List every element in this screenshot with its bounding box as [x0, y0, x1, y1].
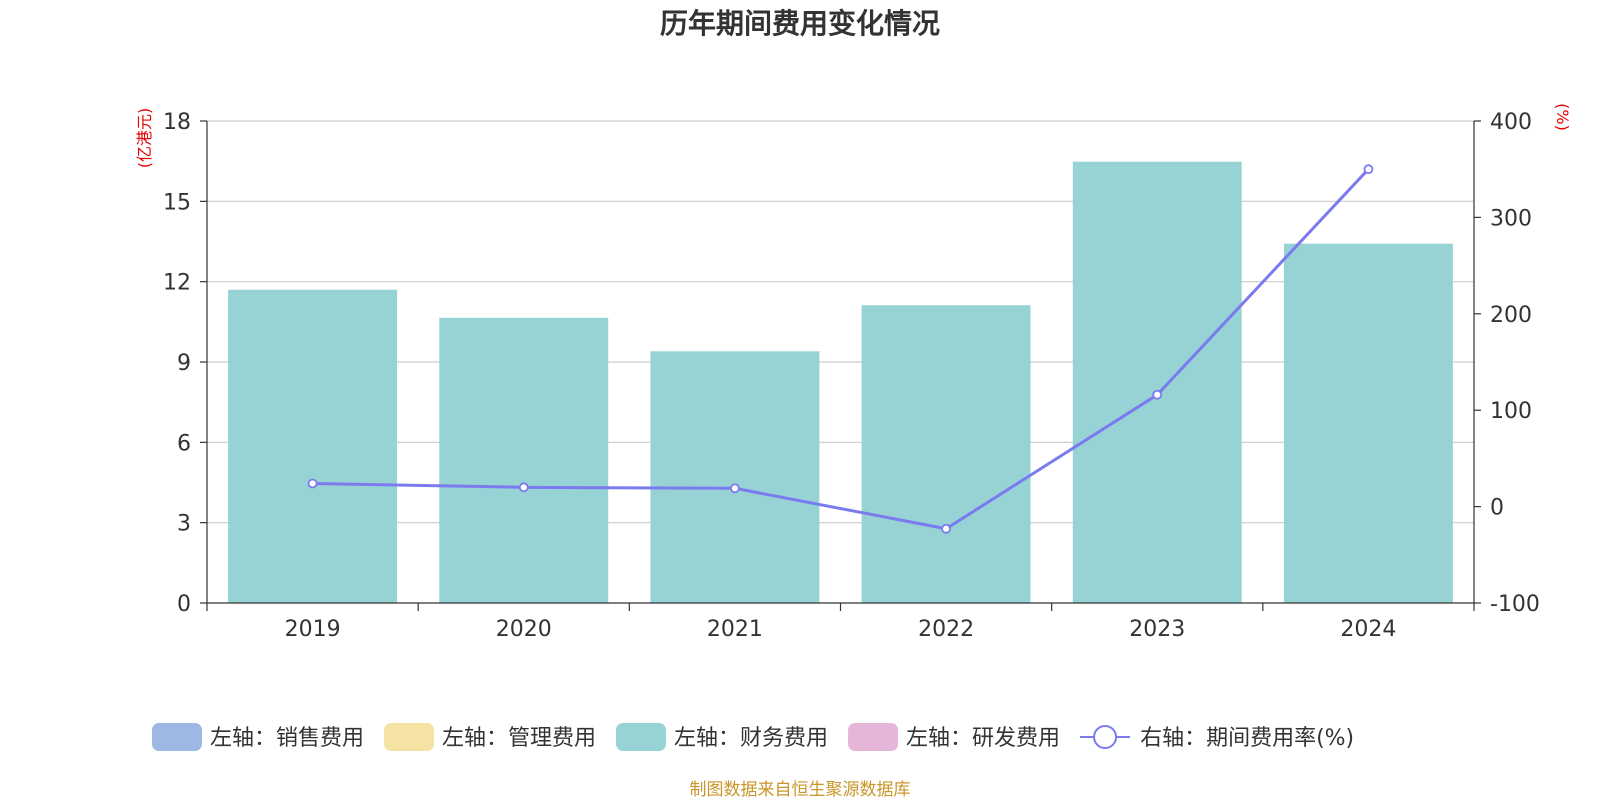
line-point: [518, 482, 529, 493]
axes: 0 3 6 9 12 15 18 -100 0 100 200 300 400 2019 2020 2021 2…: [135, 103, 1572, 642]
legend-item[interactable]: 右轴：期间费用率(%): [1080, 725, 1354, 751]
data-source-note: 制图数据来自恒生聚源数据库: [689, 780, 911, 800]
legend: 左轴：销售费用 左轴：管理费用 左轴：财务费用 左轴：研发费用 右轴：期间费用率(%): [152, 723, 1354, 751]
legend-label: 左轴：销售费用: [210, 726, 364, 751]
left-tick-label: 12: [163, 271, 191, 296]
legend-marker: [1093, 725, 1118, 749]
line-path: [312, 168, 1370, 531]
legend-swatch: [616, 723, 667, 751]
x-tick-label: 2019: [285, 617, 341, 642]
x-tick-label: 2021: [707, 617, 763, 642]
right-tick-label: 300: [1490, 206, 1532, 231]
line-point: [941, 523, 951, 534]
bar: [1072, 161, 1242, 604]
left-tick-label: 0: [177, 592, 191, 617]
right-tick-label: -100: [1490, 592, 1540, 617]
legend-item[interactable]: 左轴：财务费用: [616, 723, 828, 751]
legend-swatch: [848, 723, 899, 751]
left-axis-unit: (亿港元): [135, 108, 154, 169]
line-series: [307, 164, 1374, 534]
right-tick-label: 400: [1490, 110, 1532, 135]
legend-label: 左轴：财务费用: [674, 726, 828, 751]
right-axis-unit: (%): [1553, 103, 1572, 131]
legend-label: 右轴：期间费用率(%): [1140, 726, 1354, 751]
line-point: [307, 478, 318, 489]
left-tick-label: 9: [177, 351, 191, 376]
legend-label: 左轴：研发费用: [906, 726, 1060, 751]
legend-label: 左轴：管理费用: [442, 726, 596, 751]
right-tick-label: 200: [1490, 303, 1532, 328]
bar: [1283, 243, 1453, 604]
x-tick-label: 2022: [918, 617, 974, 642]
bar: [861, 305, 1031, 603]
right-tick-label: 100: [1490, 399, 1532, 424]
left-tick-label: 6: [177, 431, 191, 456]
x-tick-label: 2020: [496, 617, 552, 642]
legend-swatch: [384, 723, 435, 751]
line-point: [1363, 164, 1374, 175]
right-tick-label: 0: [1490, 496, 1504, 521]
x-tick-label: 2023: [1129, 617, 1185, 642]
chart-title: 历年期间费用变化情况: [659, 7, 940, 40]
line-point: [730, 483, 740, 494]
legend-item[interactable]: 左轴：销售费用: [152, 723, 364, 751]
line-point: [1152, 389, 1163, 400]
left-tick-label: 18: [163, 110, 191, 135]
legend-item[interactable]: 左轴：管理费用: [384, 723, 596, 751]
left-tick-label: 15: [163, 190, 191, 215]
bar: [439, 317, 609, 603]
x-tick-label: 2024: [1340, 617, 1396, 642]
gridlines: [207, 120, 1474, 524]
bar: [228, 289, 398, 603]
legend-swatch: [152, 723, 202, 751]
left-tick-label: 3: [177, 512, 191, 537]
bar-series: [228, 161, 1453, 604]
legend-item[interactable]: 左轴：研发费用: [848, 723, 1060, 751]
bar: [650, 351, 820, 603]
